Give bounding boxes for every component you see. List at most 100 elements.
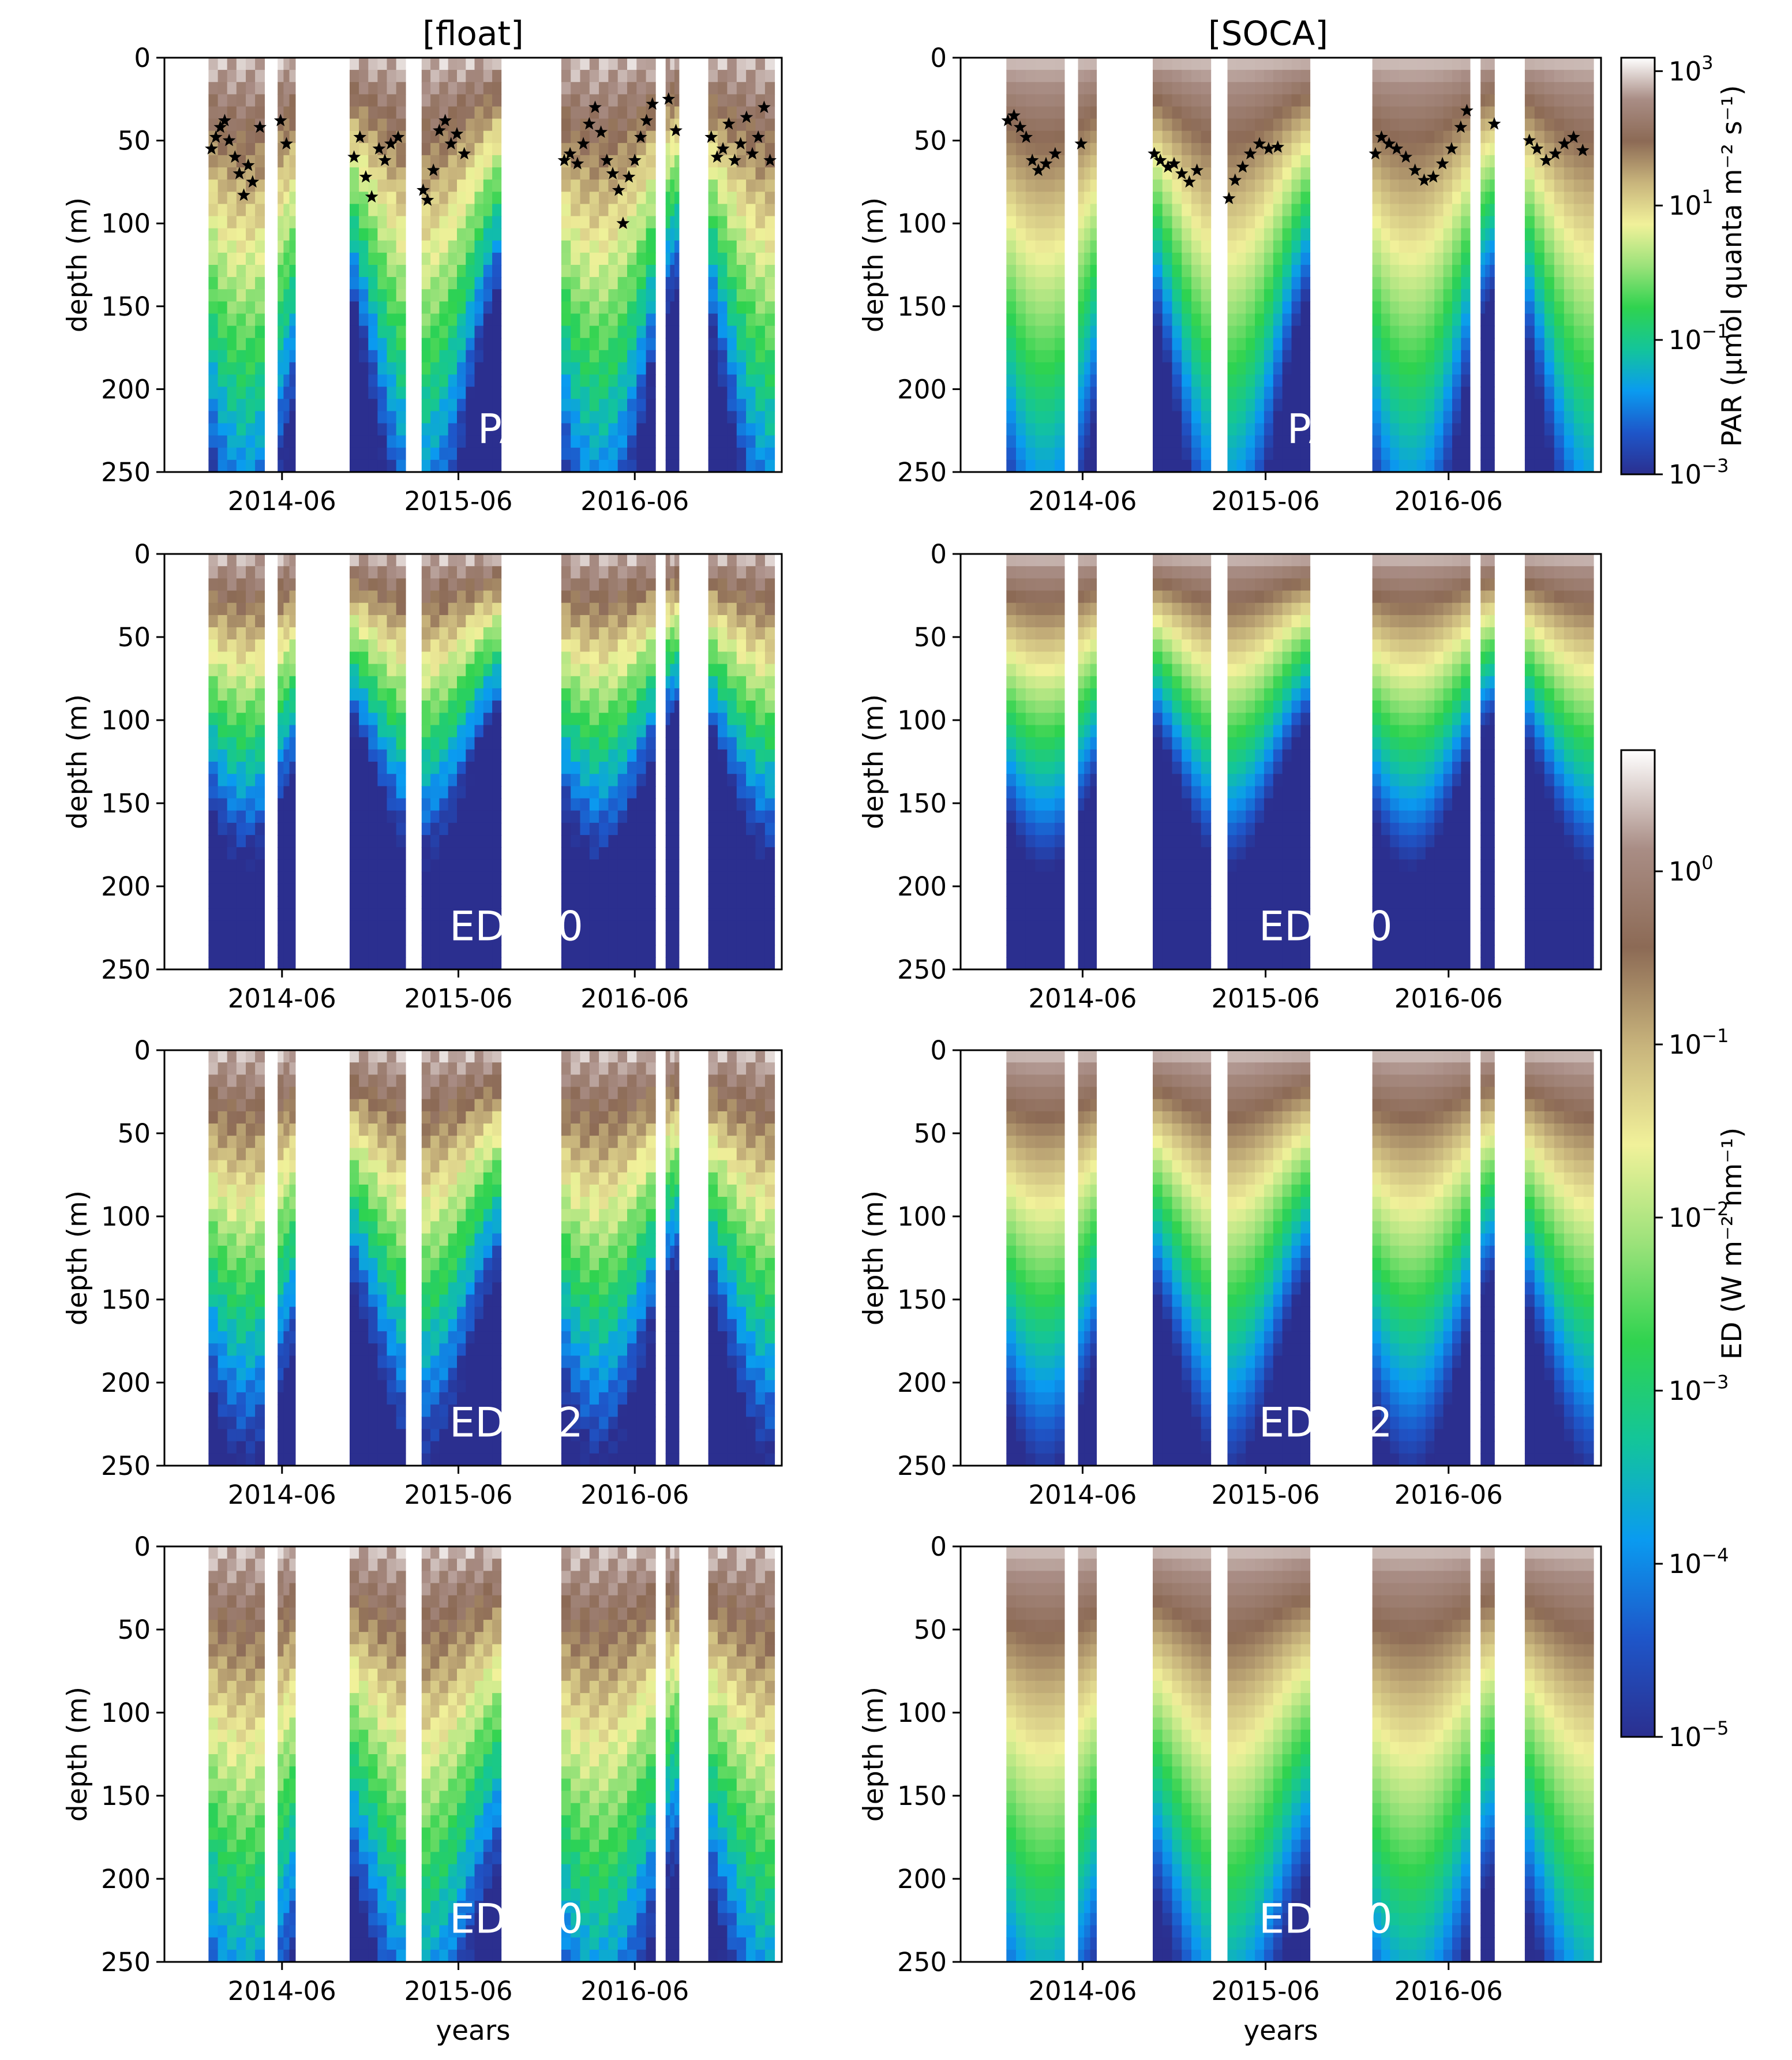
heatmap-cell: [646, 676, 656, 689]
heatmap-cell: [1534, 252, 1545, 265]
heatmap-cell: [1162, 313, 1173, 327]
heatmap-cell: [236, 774, 246, 787]
heatmap-cell: [646, 762, 656, 774]
heatmap-cell: [571, 399, 581, 412]
heatmap-cell: [1381, 118, 1391, 132]
heatmap-cell: [1425, 338, 1435, 351]
heatmap-cell: [727, 688, 737, 701]
heatmap-cell: [580, 277, 590, 290]
heatmap-cell: [474, 228, 484, 241]
heatmap-cell: [1162, 70, 1173, 83]
heatmap-cell: [665, 423, 671, 436]
heatmap-cell: [1090, 374, 1097, 387]
heatmap-cell: [1236, 447, 1247, 460]
heatmap-cell: [1372, 459, 1382, 472]
heatmap-cell: [208, 338, 219, 351]
heatmap-cell: [1461, 411, 1471, 424]
heatmap-cell: [1452, 265, 1462, 278]
heatmap-cell: [466, 749, 475, 762]
heatmap-cell: [1524, 313, 1535, 327]
heatmap-cell: [359, 399, 369, 412]
heatmap-cell: [1025, 313, 1036, 327]
heatmap-cell: [421, 896, 431, 909]
heatmap-cell: [387, 228, 397, 241]
heatmap-cell: [1443, 179, 1453, 193]
euphotic-depth-star: [612, 183, 625, 196]
heatmap-cell: [571, 651, 581, 665]
heatmap-cell: [1246, 435, 1255, 448]
heatmap-cell: [746, 435, 756, 448]
heatmap-cell: [1485, 252, 1490, 265]
heatmap-cell: [359, 810, 369, 823]
heatmap-cell: [1452, 216, 1462, 229]
heatmap-cell: [1191, 411, 1202, 424]
heatmap-cell: [708, 167, 718, 180]
heatmap-cell: [1016, 713, 1026, 726]
heatmap-cell: [1372, 204, 1382, 217]
heatmap-cell: [1227, 228, 1238, 241]
heatmap-cell: [665, 216, 671, 229]
heatmap-cell: [457, 399, 467, 412]
heatmap-cell: [483, 435, 493, 448]
heatmap-cell: [1485, 325, 1490, 339]
heatmap-cell: [387, 94, 397, 107]
heatmap-field: [1006, 554, 1594, 969]
heatmap-cell: [1078, 566, 1085, 579]
heatmap-cell: [1055, 459, 1065, 472]
heatmap-cell: [289, 762, 296, 774]
heatmap-cell: [421, 94, 431, 107]
heatmap-cell: [483, 338, 493, 351]
heatmap-cell: [377, 204, 388, 217]
heatmap-cell: [368, 301, 378, 314]
heatmap-cell: [1246, 179, 1255, 193]
heatmap-cell: [1291, 204, 1302, 217]
heatmap-cell: [457, 106, 467, 119]
heatmap-cell: [457, 932, 467, 946]
heatmap-cell: [289, 277, 296, 290]
heatmap-cell: [1045, 179, 1055, 193]
heatmap-cell: [208, 350, 219, 363]
heatmap-cell: [1090, 749, 1097, 762]
heatmap-cell: [1273, 277, 1283, 290]
heatmap-cell: [218, 822, 228, 836]
heatmap-cell: [289, 749, 296, 762]
heatmap-cell: [1291, 118, 1302, 132]
heatmap-cell: [1016, 204, 1026, 217]
heatmap-cell: [1408, 240, 1418, 253]
heatmap-cell: [448, 362, 458, 375]
heatmap-cell: [1544, 204, 1555, 217]
heatmap-cell: [627, 566, 638, 579]
heatmap-cell: [350, 374, 359, 387]
heatmap-cell: [1153, 70, 1163, 83]
heatmap-cell: [283, 859, 290, 872]
heatmap-cell: [430, 798, 440, 811]
heatmap-cell: [674, 908, 680, 922]
heatmap-cell: [608, 325, 618, 339]
heatmap-cell: [599, 58, 609, 70]
heatmap-cell: [474, 713, 484, 726]
heatmap-cell: [1255, 216, 1265, 229]
heatmap-cell: [1416, 82, 1426, 95]
heatmap-cell: [359, 615, 369, 628]
heatmap-cell: [1090, 192, 1097, 205]
heatmap-cell: [708, 602, 718, 616]
heatmap-cell: [627, 896, 638, 909]
heatmap-cell: [627, 387, 638, 400]
heatmap-cell: [608, 374, 618, 387]
heatmap-cell: [764, 664, 775, 677]
heatmap-cell: [208, 399, 219, 412]
heatmap-cell: [1172, 94, 1182, 107]
heatmap-cell: [1443, 338, 1453, 351]
heatmap-cell: [599, 289, 609, 302]
heatmap-cell: [350, 70, 359, 83]
heatmap-cell: [359, 143, 369, 156]
heatmap-cell: [561, 252, 571, 265]
heatmap-cell: [218, 192, 228, 205]
heatmap-cell: [665, 192, 671, 205]
y-tick-label: 100: [101, 208, 151, 239]
heatmap-cell: [627, 423, 638, 436]
heatmap-cell: [1035, 822, 1045, 836]
heatmap-cell: [218, 786, 228, 799]
heatmap-cell: [208, 774, 219, 787]
heatmap-cell: [755, 447, 766, 460]
